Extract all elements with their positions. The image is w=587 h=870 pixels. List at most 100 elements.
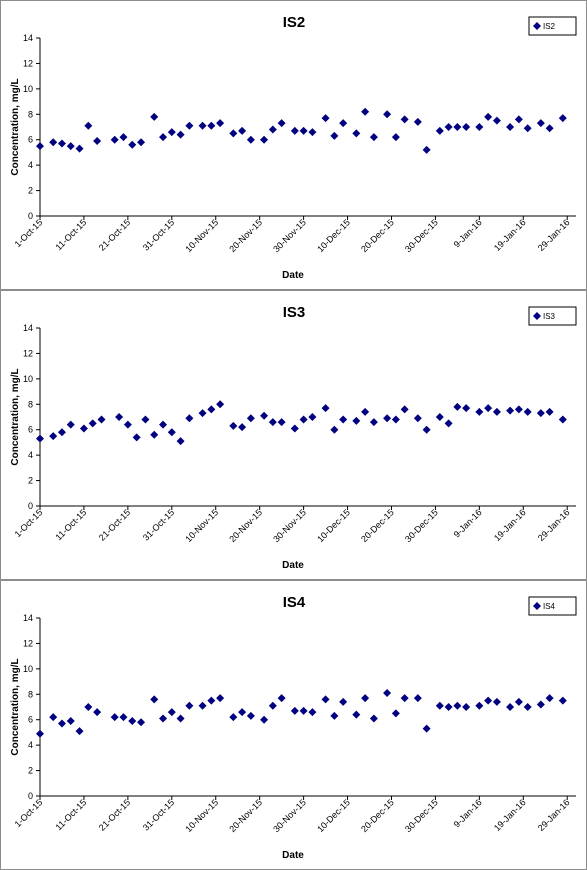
data-point: [330, 711, 339, 720]
data-point: [159, 133, 168, 142]
data-point: [277, 418, 286, 427]
chart-svg-is4: IS4 IS4 Concentration, mg/L Date 0 2 4 6 8 10…: [10, 594, 577, 861]
y-tick-label: 10: [23, 374, 33, 384]
data-point: [119, 713, 128, 722]
legend: IS2: [528, 16, 577, 36]
data-point: [110, 713, 119, 722]
data-point: [132, 433, 141, 442]
x-tick-label: 1-Oct-15: [13, 507, 45, 539]
data-point: [36, 729, 44, 738]
x-tick-label: 30-Dec-15: [403, 217, 440, 254]
data-point: [536, 409, 545, 418]
y-tick-label: 0: [28, 501, 33, 511]
data-point: [260, 411, 269, 420]
data-point: [523, 124, 532, 133]
legend-marker: [533, 312, 541, 320]
data-point: [49, 138, 58, 147]
data-point: [369, 418, 378, 427]
data-point: [339, 415, 348, 424]
data-point: [475, 701, 484, 710]
data-point: [290, 706, 299, 715]
data-point: [176, 437, 185, 446]
y-tick-label: 4: [28, 450, 33, 460]
data-point: [246, 711, 255, 720]
data-point: [150, 695, 159, 704]
y-ticks: 0 2 4 6 8 10 12 14: [23, 323, 40, 511]
data-point: [115, 413, 124, 421]
data-point: [66, 142, 75, 151]
y-tick-label: 12: [23, 348, 33, 358]
data-point: [339, 119, 348, 128]
data-point: [391, 415, 400, 424]
data-point: [268, 418, 277, 427]
data-point: [207, 696, 216, 705]
y-tick-label: 12: [23, 638, 33, 648]
x-tick-label: 31-Oct-15: [141, 217, 176, 252]
x-ticks: 1-Oct-15 11-Oct-15 21-Oct-15 31-Oct-15 10-No…: [13, 796, 572, 834]
data-point: [492, 697, 501, 706]
x-tick-label: 21-Oct-15: [97, 797, 132, 832]
x-tick-label: 21-Oct-15: [97, 507, 132, 542]
x-tick-label: 29-Jan-16: [536, 217, 572, 253]
data-point: [484, 404, 493, 413]
data-point: [422, 724, 431, 733]
y-tick-label: 14: [23, 323, 33, 333]
data-point: [400, 115, 409, 124]
data-point: [400, 405, 409, 414]
y-axis-title: Concentration, mg/L: [10, 368, 21, 465]
data-point: [383, 689, 392, 698]
y-tick-label: 8: [28, 689, 33, 699]
x-tick-label: 29-Jan-16: [536, 797, 572, 833]
x-tick-label: 20-Nov-15: [227, 217, 264, 254]
data-point: [238, 126, 247, 135]
data-point: [110, 135, 119, 144]
data-point: [506, 406, 515, 415]
data-point: [198, 121, 207, 130]
data-point: [216, 694, 225, 703]
data-point: [137, 718, 146, 727]
data-point: [453, 123, 462, 131]
data-point: [453, 701, 462, 710]
data-point: [444, 419, 453, 428]
data-point: [84, 121, 93, 130]
data-point: [413, 414, 422, 423]
x-tick-label: 9-Jan-16: [452, 217, 484, 249]
x-tick-label: 1-Oct-15: [13, 797, 45, 829]
data-point: [207, 121, 216, 130]
data-point: [260, 135, 269, 144]
x-axis-title: Date: [282, 270, 304, 281]
y-tick-label: 0: [28, 791, 33, 801]
x-tick-label: 30-Nov-15: [271, 797, 308, 834]
data-point: [475, 123, 484, 131]
y-tick-label: 2: [28, 766, 33, 776]
data-point: [475, 407, 484, 416]
y-tick-label: 10: [23, 84, 33, 94]
legend-box: [528, 16, 577, 36]
chart-title: IS2: [283, 14, 306, 31]
x-tick-label: 9-Jan-16: [452, 797, 484, 829]
data-points: [36, 107, 567, 154]
x-tick-label: 30-Dec-15: [403, 507, 440, 544]
y-tick-label: 2: [28, 476, 33, 486]
data-point: [185, 414, 194, 423]
legend: IS3: [528, 306, 577, 326]
data-point: [545, 694, 554, 703]
data-point: [330, 425, 339, 434]
x-tick-label: 20-Nov-15: [227, 797, 264, 834]
data-point: [462, 123, 471, 131]
data-point: [216, 119, 225, 128]
x-tick-label: 20-Dec-15: [359, 507, 396, 544]
data-point: [506, 703, 515, 711]
data-point: [79, 424, 88, 433]
data-point: [119, 133, 128, 142]
data-point: [492, 407, 501, 416]
data-point: [484, 696, 493, 705]
data-point: [93, 136, 102, 145]
data-point: [545, 124, 554, 133]
data-point: [93, 708, 102, 717]
y-tick-label: 8: [28, 399, 33, 409]
x-axis-title: Date: [282, 850, 304, 861]
data-point: [229, 713, 238, 722]
data-point: [339, 697, 348, 706]
data-point: [422, 145, 431, 154]
